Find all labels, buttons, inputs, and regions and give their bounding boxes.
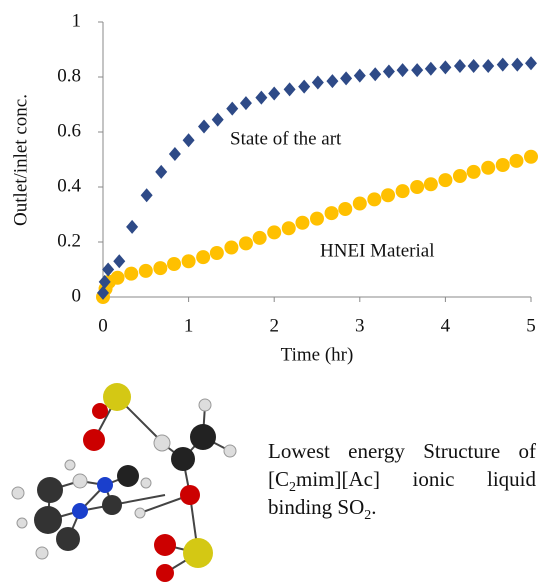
y-tick-label: 0.2	[57, 230, 81, 251]
diamond-point	[326, 74, 339, 89]
y-tick-label: 0	[72, 285, 82, 306]
y-axis-label: Outlet/inlet conc.	[10, 94, 31, 226]
diamond-point	[198, 119, 211, 134]
circle-point	[295, 215, 310, 230]
circle-point	[124, 266, 139, 281]
diamond-point	[182, 133, 195, 148]
diamond-point	[255, 90, 268, 105]
diamond-point	[211, 112, 224, 127]
diamond-point	[511, 57, 524, 72]
y-tick-label: 1	[72, 10, 82, 31]
caption-text: mim][Ac] ionic liquid binding SO	[268, 467, 536, 519]
x-tick-label: 0	[98, 315, 108, 336]
x-tick-label: 5	[526, 315, 536, 336]
circle-point	[495, 158, 510, 172]
diamond-point	[97, 285, 109, 300]
circle-point	[509, 153, 524, 168]
diamond-point	[411, 63, 424, 78]
y-tick-label: 0.4	[57, 175, 81, 196]
x-tick-label: 1	[184, 315, 194, 336]
diamond-point	[298, 79, 311, 94]
circle-point	[367, 192, 382, 207]
circle-point	[224, 240, 239, 255]
circle-point	[181, 254, 196, 269]
circle-point	[423, 177, 438, 192]
circle-point	[252, 230, 267, 245]
x-tick-label: 3	[355, 315, 365, 336]
circle-point	[310, 211, 324, 226]
diamond-point	[113, 254, 126, 269]
diamond-point	[140, 188, 153, 203]
diamond-point	[168, 147, 181, 161]
circle-point	[238, 236, 253, 251]
diamond-point	[424, 61, 437, 76]
diamond-point	[155, 164, 168, 179]
diamond-point	[467, 59, 480, 73]
y-tick-label: 0.6	[57, 120, 81, 141]
circle-point	[381, 188, 396, 203]
chart: Outlet/inlet conc. Time (hr) 0 0.2 0.4 0.6 0…	[10, 10, 538, 365]
diamond-point	[369, 67, 382, 82]
circle-point	[524, 149, 538, 164]
diamond-point	[126, 219, 139, 234]
diamond-point	[268, 86, 281, 101]
series-annotation: State of the art	[230, 128, 342, 149]
diamond-point	[439, 60, 452, 75]
diamond-point	[396, 63, 409, 78]
diamond-point	[382, 64, 395, 79]
x-tick-label: 2	[269, 315, 279, 336]
circle-point	[138, 263, 153, 278]
circle-point	[438, 173, 453, 188]
diamond-point	[353, 68, 366, 83]
caption-text: .	[371, 495, 377, 519]
circle-point	[395, 184, 410, 199]
diamond-point	[226, 101, 239, 116]
circle-point	[481, 160, 496, 175]
circle-point	[338, 202, 353, 216]
circle-point	[153, 261, 168, 276]
diamond-point	[453, 59, 466, 73]
circle-point	[410, 180, 425, 194]
caption-text: Lowest energy Structure of [C	[268, 439, 536, 491]
circle-point	[110, 270, 125, 285]
caption: Lowest energy Structure of [C2mim][Ac] i…	[268, 437, 536, 524]
diamond-point	[482, 59, 495, 73]
circle-point	[167, 257, 182, 271]
circle-point	[466, 164, 481, 179]
diamond-point	[525, 56, 537, 71]
circle-point	[452, 169, 467, 183]
caption-subscript: 2	[289, 480, 296, 496]
diamond-point	[311, 75, 324, 90]
molecule-image	[11, 383, 237, 582]
circle-point	[324, 206, 339, 221]
diamond-point	[239, 96, 252, 111]
diamond-point	[340, 71, 353, 86]
diamond-point	[496, 57, 509, 72]
series-annotation: HNEI Material	[320, 240, 434, 261]
circle-point	[196, 250, 211, 265]
circle-point	[352, 196, 367, 211]
caption-subscript: 2	[364, 508, 372, 524]
diamond-point	[283, 82, 296, 97]
x-tick-label: 4	[441, 315, 451, 336]
diamond-point	[98, 274, 111, 289]
diamond-point	[102, 262, 115, 277]
circle-point	[281, 221, 296, 236]
circle-point	[267, 225, 282, 240]
circle-point	[209, 246, 224, 260]
x-axis-label: Time (hr)	[281, 344, 354, 365]
y-tick-label: 0.8	[57, 65, 81, 86]
